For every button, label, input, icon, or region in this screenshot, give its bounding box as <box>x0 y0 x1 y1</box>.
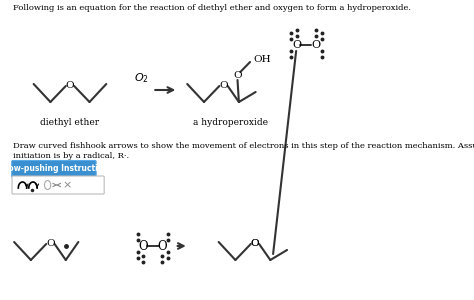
Text: O: O <box>251 238 259 247</box>
Text: O: O <box>292 40 301 50</box>
Text: a hydroperoxide: a hydroperoxide <box>193 118 268 127</box>
FancyBboxPatch shape <box>12 160 96 178</box>
Text: $O_2$: $O_2$ <box>135 71 149 85</box>
Text: O: O <box>46 238 55 247</box>
Text: Following is an equation for the reaction of diethyl ether and oxygen to form a : Following is an equation for the reactio… <box>13 4 411 12</box>
Text: O: O <box>311 40 320 50</box>
Text: Arrow-pushing Instructions: Arrow-pushing Instructions <box>0 164 113 173</box>
Text: ×: × <box>63 180 72 190</box>
Text: O: O <box>66 80 74 89</box>
Text: O: O <box>157 239 167 253</box>
Text: O: O <box>219 80 228 89</box>
Text: initiation is by a radical, R·.: initiation is by a radical, R·. <box>13 152 129 160</box>
Text: O: O <box>138 239 148 253</box>
Text: O: O <box>251 238 259 247</box>
FancyBboxPatch shape <box>12 176 104 194</box>
Text: Draw curved fishhook arrows to show the movement of electrons in this step of th: Draw curved fishhook arrows to show the … <box>13 142 474 150</box>
Text: O: O <box>233 70 242 80</box>
Text: OH: OH <box>254 55 271 64</box>
Text: diethyl ether: diethyl ether <box>40 118 100 127</box>
